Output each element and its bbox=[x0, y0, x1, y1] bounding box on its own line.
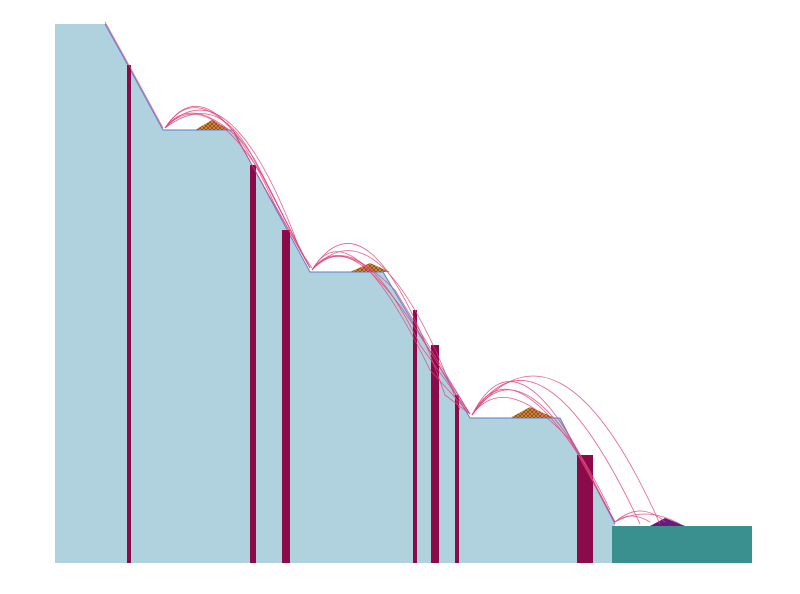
fractures bbox=[127, 65, 593, 563]
slope-top-line bbox=[104, 21, 164, 129]
deposit-zone bbox=[612, 526, 752, 563]
end-barrier bbox=[650, 518, 685, 526]
trajectories bbox=[164, 105, 681, 525]
slope-profile bbox=[55, 24, 615, 563]
